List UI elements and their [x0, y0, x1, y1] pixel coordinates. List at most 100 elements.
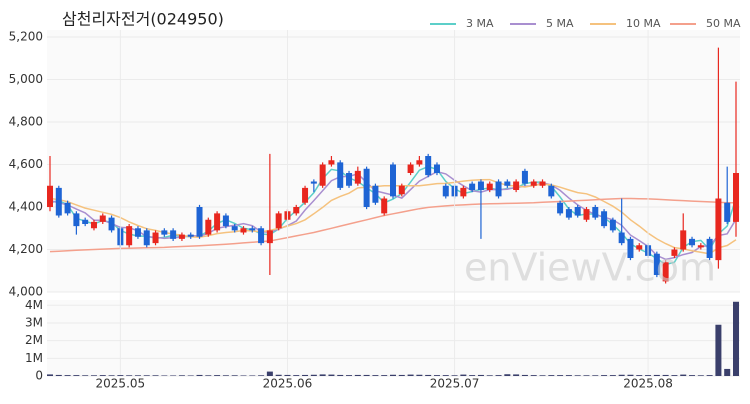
- candle-body: [231, 226, 238, 231]
- volume-bar: [134, 375, 141, 376]
- volume-bar: [671, 375, 678, 376]
- y-tick-label: 4,800: [9, 115, 43, 129]
- volume-bar: [689, 375, 696, 376]
- candle-body: [302, 187, 309, 203]
- volume-bar: [662, 374, 669, 376]
- volume-bar: [258, 375, 265, 376]
- volume-bar: [64, 375, 71, 376]
- volume-bar: [627, 374, 634, 376]
- candle-body: [469, 183, 476, 190]
- candle-body: [715, 198, 722, 261]
- candle-body: [460, 187, 467, 197]
- candle-body: [486, 183, 493, 190]
- volume-bar: [381, 375, 388, 376]
- candle-body: [187, 234, 194, 237]
- x-tick-label: 2025.07: [430, 377, 480, 391]
- candle-body: [64, 202, 71, 214]
- volume-bar: [90, 375, 97, 376]
- volume-bar: [231, 375, 238, 376]
- volume-bar: [548, 375, 555, 376]
- candle-body: [346, 173, 353, 186]
- volume-bar: [539, 375, 546, 376]
- candle-body: [398, 185, 405, 195]
- candle-body: [214, 213, 221, 231]
- candle-body: [539, 181, 546, 186]
- candle-body: [310, 181, 317, 184]
- candle-body: [390, 164, 396, 197]
- x-tick-label: 2025.05: [96, 377, 146, 391]
- candle-body: [363, 168, 370, 207]
- volume-bar: [196, 374, 203, 376]
- volume-bar: [477, 374, 484, 376]
- x-tick-label: 2025.08: [623, 377, 673, 391]
- volume-bar: [354, 374, 361, 376]
- volume-bar: [99, 375, 106, 376]
- volume-bar: [574, 375, 581, 376]
- volume-bar: [284, 374, 291, 376]
- volume-bar: [222, 375, 229, 376]
- price-panel: [47, 30, 740, 292]
- candle-body: [293, 207, 300, 214]
- candle-body: [592, 207, 599, 218]
- candle-body: [337, 162, 344, 188]
- volume-bar: [302, 374, 309, 376]
- candle-body: [196, 207, 203, 237]
- candle-body: [152, 232, 159, 244]
- legend-label: 3 MA: [466, 17, 494, 30]
- volume-bar: [143, 375, 150, 376]
- volume-bar: [187, 375, 194, 376]
- volume-bar: [601, 375, 608, 376]
- y-tick-label: 4,400: [9, 200, 43, 214]
- y-tick-label: 3M: [25, 315, 43, 329]
- volume-bar: [214, 375, 221, 376]
- volume-bar: [398, 374, 405, 376]
- volume-bar: [521, 374, 528, 376]
- volume-bar: [117, 375, 124, 376]
- candle-body: [583, 209, 590, 220]
- volume-bar: [733, 301, 739, 376]
- candle-body: [724, 202, 731, 222]
- volume-bar: [433, 375, 440, 376]
- candle-body: [381, 198, 388, 214]
- volume-bar: [557, 375, 564, 376]
- candle-body: [504, 181, 511, 186]
- candle-body: [266, 230, 273, 244]
- volume-bar: [205, 375, 212, 376]
- legend-label: 5 MA: [546, 17, 574, 30]
- candle-body: [627, 238, 634, 258]
- y-tick-label: 4,200: [9, 242, 43, 256]
- volume-bar: [724, 368, 731, 376]
- candle-body: [134, 228, 141, 237]
- candle-body: [161, 230, 168, 235]
- volume-bar: [178, 375, 185, 376]
- volume-bar: [495, 375, 502, 376]
- candle-body: [108, 217, 115, 231]
- candle-body: [680, 230, 687, 250]
- volume-panel: [47, 300, 740, 376]
- volume-bar: [425, 374, 432, 376]
- candle-body: [328, 160, 335, 165]
- volume-bar: [504, 374, 511, 376]
- volume-bar: [240, 375, 247, 376]
- x-tick-label: 2025.06: [263, 377, 313, 391]
- volume-bar: [346, 375, 353, 376]
- volume-bar: [82, 375, 89, 376]
- volume-bar: [416, 374, 423, 376]
- candle-body: [47, 185, 53, 207]
- y-tick-label: 5,200: [9, 30, 43, 44]
- candle-body: [636, 245, 643, 250]
- candle-body: [407, 164, 414, 173]
- candle-body: [557, 202, 564, 214]
- y-tick-label: 4,600: [9, 157, 43, 171]
- volume-bar: [73, 375, 80, 376]
- volume-bar: [460, 374, 467, 376]
- volume-bar: [152, 375, 159, 376]
- candle-body: [653, 253, 660, 275]
- volume-bar: [513, 374, 520, 376]
- candle-body: [178, 234, 185, 239]
- y-tick-label: 0: [35, 369, 43, 383]
- candle-body: [170, 230, 177, 239]
- candle-body: [354, 170, 361, 184]
- candle-body: [548, 185, 555, 197]
